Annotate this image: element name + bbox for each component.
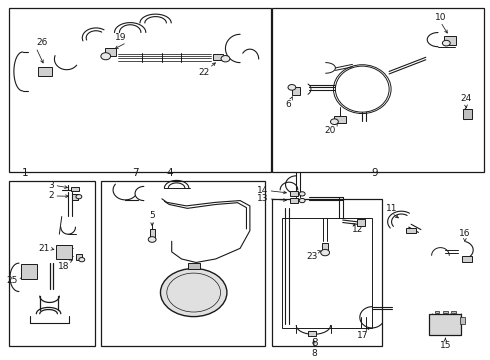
Bar xyxy=(150,229,155,239)
Text: 9: 9 xyxy=(371,167,378,177)
Bar xyxy=(9,181,95,346)
Bar xyxy=(38,67,51,76)
Bar xyxy=(290,192,297,195)
Bar xyxy=(463,256,472,262)
Bar xyxy=(9,8,271,172)
Text: 3: 3 xyxy=(49,181,54,190)
Bar xyxy=(272,8,485,172)
Text: 20: 20 xyxy=(324,126,335,135)
Bar xyxy=(282,218,372,328)
Circle shape xyxy=(331,119,338,125)
Bar xyxy=(451,311,456,314)
Bar xyxy=(75,254,82,260)
Bar xyxy=(71,186,79,191)
Bar xyxy=(72,194,78,200)
Text: 22: 22 xyxy=(198,68,209,77)
Circle shape xyxy=(160,269,227,316)
Text: 2: 2 xyxy=(49,192,54,201)
Circle shape xyxy=(442,40,450,46)
Bar xyxy=(463,109,472,119)
Bar xyxy=(444,36,456,45)
Text: 18: 18 xyxy=(58,262,69,271)
Bar xyxy=(105,49,116,55)
Circle shape xyxy=(221,55,230,62)
Text: 19: 19 xyxy=(115,33,127,42)
Bar xyxy=(101,181,265,346)
Bar xyxy=(272,199,382,346)
Text: 26: 26 xyxy=(36,39,47,48)
Text: 8: 8 xyxy=(311,338,318,348)
Text: 10: 10 xyxy=(435,13,446,22)
Bar xyxy=(322,243,328,250)
Text: 7: 7 xyxy=(132,167,138,177)
Bar xyxy=(461,317,465,324)
Bar xyxy=(357,219,365,226)
Circle shape xyxy=(288,85,296,90)
Bar xyxy=(406,228,416,234)
Circle shape xyxy=(148,237,156,242)
Text: 4: 4 xyxy=(166,167,172,177)
Text: 6: 6 xyxy=(285,100,291,109)
Circle shape xyxy=(299,198,305,203)
Bar xyxy=(443,311,448,314)
Circle shape xyxy=(76,194,82,199)
Text: 1: 1 xyxy=(22,167,28,177)
Bar xyxy=(334,116,346,123)
Text: 5: 5 xyxy=(149,211,155,220)
Text: 17: 17 xyxy=(357,332,368,341)
Bar xyxy=(21,264,37,279)
Text: 8: 8 xyxy=(312,349,317,358)
Circle shape xyxy=(79,257,85,262)
Bar xyxy=(56,245,72,258)
Text: 16: 16 xyxy=(459,229,470,238)
Text: 12: 12 xyxy=(351,225,363,234)
Text: 14: 14 xyxy=(257,186,269,195)
Text: 24: 24 xyxy=(460,94,471,103)
Bar xyxy=(188,264,200,269)
Bar xyxy=(435,311,440,314)
Bar xyxy=(290,198,297,203)
Text: 11: 11 xyxy=(386,204,397,213)
Bar xyxy=(213,54,223,60)
Bar xyxy=(292,87,300,95)
Text: 15: 15 xyxy=(440,341,451,350)
Text: 13: 13 xyxy=(257,194,269,203)
Bar xyxy=(429,314,461,335)
Text: 23: 23 xyxy=(306,252,318,261)
Bar xyxy=(308,332,317,337)
Text: 25: 25 xyxy=(6,276,18,285)
Circle shape xyxy=(101,53,111,60)
Circle shape xyxy=(321,249,330,256)
Text: 21: 21 xyxy=(38,244,49,253)
Circle shape xyxy=(299,192,305,196)
